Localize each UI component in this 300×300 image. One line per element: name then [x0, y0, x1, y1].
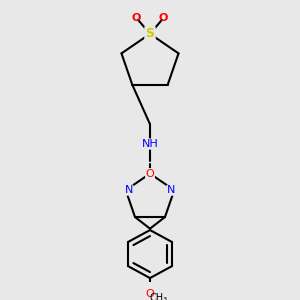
Text: CH₃: CH₃	[150, 293, 168, 300]
Text: NH: NH	[142, 139, 158, 149]
Text: S: S	[146, 27, 154, 40]
Text: O: O	[132, 13, 141, 23]
Text: O: O	[146, 289, 154, 298]
Text: O: O	[159, 13, 168, 23]
Text: O: O	[146, 169, 154, 178]
Text: N: N	[167, 185, 176, 195]
Text: N: N	[124, 185, 133, 195]
